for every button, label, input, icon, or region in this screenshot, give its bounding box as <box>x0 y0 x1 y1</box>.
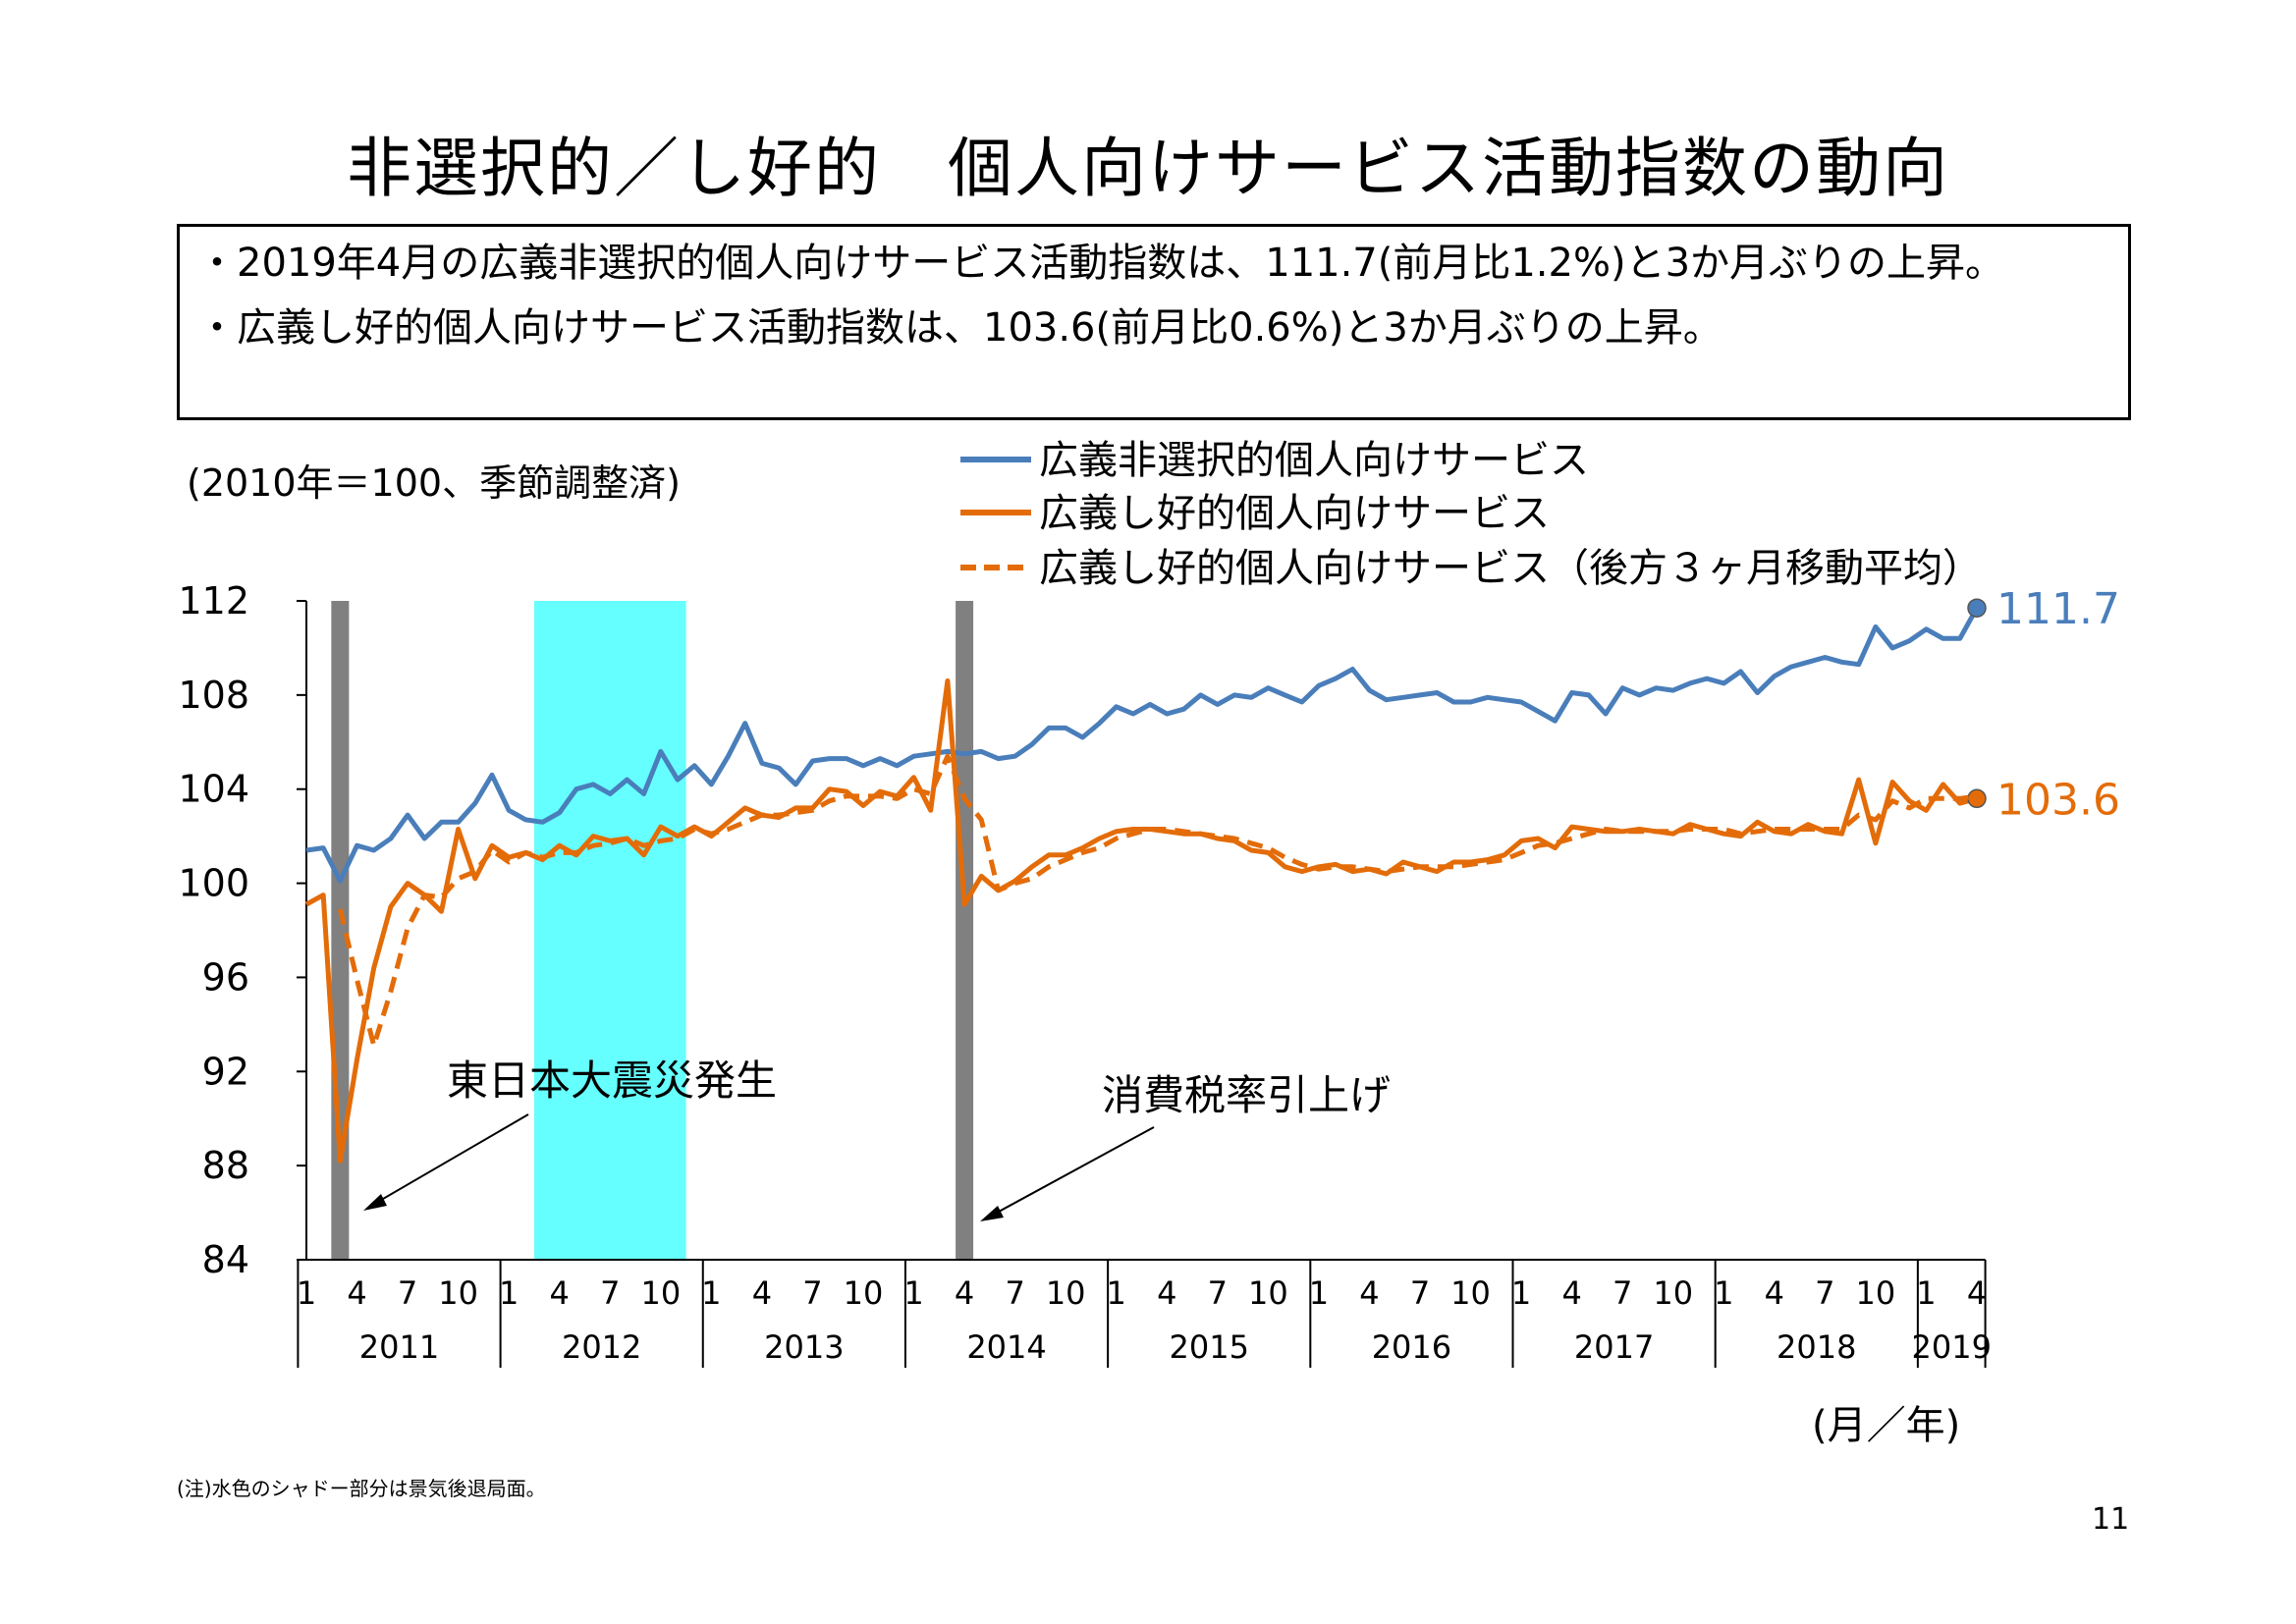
annotation-earthquake: 東日本大震災発生 <box>363 1056 777 1211</box>
legend-label-blue: 広義非選択的個人向けサービス <box>1039 438 1589 483</box>
x-month-label: 10 <box>640 1274 681 1312</box>
legend: 広義非選択的個人向けサービス 広義し好的個人向けサービス 広義し好的個人向けサー… <box>960 438 1982 591</box>
annotation-earthquake-label: 東日本大震災発生 <box>447 1056 777 1105</box>
summary-box: ・2019年4月の広義非選択的個人向けサービス活動指数は、111.7(前月比1.… <box>177 224 2131 420</box>
footnote: (注)水色のシャドー部分は景気後退局面。 <box>177 1477 546 1500</box>
series-end-point-0 <box>1967 598 1987 618</box>
page-title: 非選択的／し好的 個人向けサービス活動指数の動向 <box>347 131 1949 206</box>
x-year-label: 2013 <box>764 1328 844 1366</box>
series-line-1 <box>304 678 1978 1164</box>
x-axis-unit: (月／年) <box>1812 1403 1960 1448</box>
annotation-tax-arrow <box>987 1126 1155 1218</box>
summary-line-2: ・広義し好的個人向けサービス活動指数は、103.6(前月比0.6%)と3か月ぶり… <box>197 305 1722 351</box>
y-tick-label: 88 <box>202 1144 249 1187</box>
x-year-label: 2011 <box>359 1328 439 1366</box>
x-month-label: 4 <box>1561 1274 1581 1312</box>
x-month-label: 4 <box>752 1274 772 1312</box>
page-number: 11 <box>2092 1502 2130 1537</box>
x-month-label: 1 <box>1107 1274 1126 1312</box>
recession-shading <box>533 601 686 1260</box>
x-month-label: 10 <box>1653 1274 1693 1312</box>
x-year-label: 2015 <box>1170 1328 1249 1366</box>
series-end-label-1: 103.6 <box>1996 775 2120 825</box>
x-month-label: 1 <box>903 1274 923 1312</box>
x-month-label: 10 <box>438 1274 478 1312</box>
x-month-label: 1 <box>297 1274 316 1312</box>
x-month-label: 7 <box>1005 1274 1024 1312</box>
annotation-tax-arrowhead <box>980 1206 1004 1221</box>
legend-label-orange: 広義し好的個人向けサービス <box>1039 491 1550 536</box>
x-month-label: 1 <box>1714 1274 1733 1312</box>
annotation-earthquake-arrow <box>370 1113 529 1207</box>
x-month-label: 7 <box>1613 1274 1632 1312</box>
y-tick-label: 84 <box>202 1238 249 1281</box>
series-line-0 <box>305 606 1980 884</box>
x-month-label: 1 <box>499 1274 519 1312</box>
x-month-label: 7 <box>1815 1274 1834 1312</box>
series-line-2 <box>337 753 1978 1049</box>
annotation-earthquake-arrowhead <box>363 1194 387 1211</box>
x-month-label: 10 <box>1046 1274 1086 1312</box>
x-month-label: 1 <box>1309 1274 1329 1312</box>
y-tick-label: 108 <box>178 674 249 717</box>
y-tick-label: 96 <box>202 955 249 999</box>
x-month-label: 7 <box>600 1274 620 1312</box>
x-year-label: 2017 <box>1574 1328 1654 1366</box>
annotation-tax: 消費税率引上げ <box>980 1071 1391 1221</box>
y-tick-label: 100 <box>178 862 249 905</box>
series-end-label-0: 111.7 <box>1996 584 2120 634</box>
unit-note: (2010年＝100、季節調整済) <box>187 461 681 505</box>
x-month-label: 7 <box>1208 1274 1228 1312</box>
x-month-label: 7 <box>398 1274 417 1312</box>
x-year-label: 2018 <box>1777 1328 1856 1366</box>
x-month-label: 4 <box>955 1274 974 1312</box>
x-month-label: 1 <box>701 1274 721 1312</box>
x-month-label: 4 <box>347 1274 366 1312</box>
x-month-label: 4 <box>550 1274 570 1312</box>
x-month-label: 10 <box>1856 1274 1896 1312</box>
x-month-label: 10 <box>1450 1274 1491 1312</box>
x-month-label: 7 <box>802 1274 822 1312</box>
x-month-label: 1 <box>1511 1274 1531 1312</box>
annotation-tax-label: 消費税率引上げ <box>1102 1071 1391 1119</box>
series-end-point-1 <box>1967 788 1987 809</box>
x-year-label: 2012 <box>562 1328 641 1366</box>
x-month-label: 1 <box>1916 1274 1936 1312</box>
x-month-label: 4 <box>1359 1274 1379 1312</box>
x-year-label: 2019 <box>1912 1328 1992 1366</box>
y-tick-label: 112 <box>178 579 249 623</box>
x-month-label: 4 <box>1765 1274 1784 1312</box>
summary-line-1: ・2019年4月の広義非選択的個人向けサービス活動指数は、111.7(前月比1.… <box>197 241 2005 286</box>
x-year-label: 2014 <box>966 1328 1046 1366</box>
event-bar-1 <box>956 601 974 1260</box>
x-month-label: 10 <box>1248 1274 1288 1312</box>
x-month-label: 7 <box>1410 1274 1430 1312</box>
x-month-label: 10 <box>844 1274 884 1312</box>
y-tick-label: 104 <box>178 768 249 811</box>
legend-label-orange-dashed: 広義し好的個人向けサービス（後方３ヶ月移動平均） <box>1039 546 1982 591</box>
x-month-label: 4 <box>1967 1274 1987 1312</box>
x-month-label: 4 <box>1157 1274 1176 1312</box>
x-year-label: 2016 <box>1372 1328 1451 1366</box>
y-tick-label: 92 <box>202 1050 249 1093</box>
